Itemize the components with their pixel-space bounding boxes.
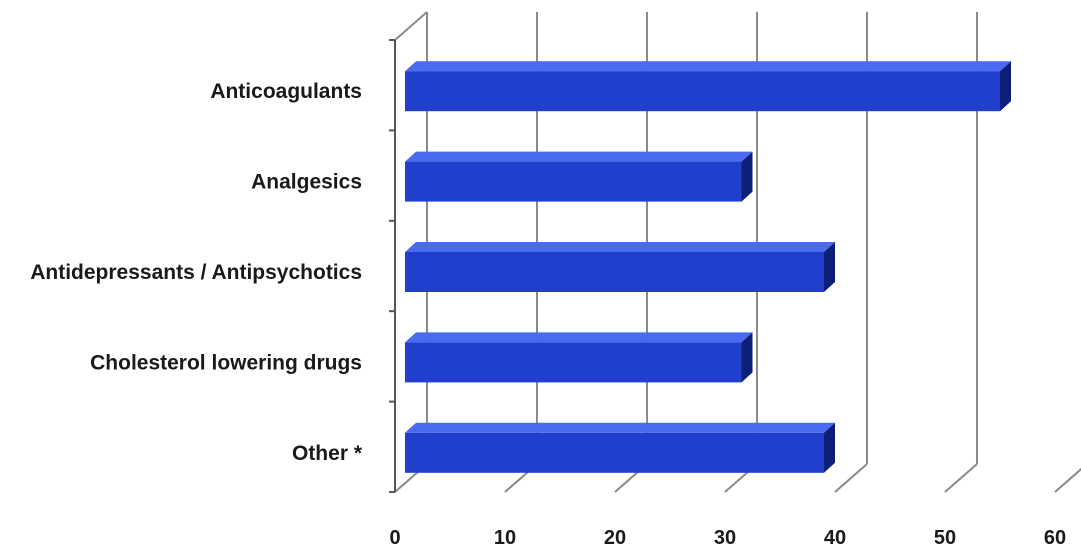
bar-front [405,432,824,473]
category-label: Cholesterol lowering drugs [90,351,362,374]
bar-front [405,252,824,292]
bar-front [405,161,742,202]
floor-line [1054,467,1081,493]
bar [405,242,835,292]
bar-side [824,422,835,473]
x-tick-labels: 0 10 20 30 40 50 60 [389,527,1066,549]
bar-top [405,242,835,252]
bars [405,61,1011,473]
x-tick-label: 60 [1044,527,1066,549]
bar-front [405,342,742,383]
category-labels: Anticoagulants Analgesics Antidepressants … [30,80,363,465]
bar-top [405,151,753,162]
x-tick-label: 10 [494,527,516,549]
bar-top [405,61,1011,72]
x-tick-label: 30 [714,527,736,549]
category-label: Antidepressants / Antipsychotics [30,261,362,284]
bar-side [824,242,835,292]
bar [405,332,753,383]
floor-line [834,463,868,493]
bar-side [741,151,753,202]
x-tick-label: 50 [934,527,956,549]
bar-side [741,332,753,383]
bar-top [405,422,835,433]
bar [405,422,835,473]
x-tick-label: 20 [604,527,626,549]
bar-front [405,71,1000,112]
bar [405,151,753,202]
category-label: Analgesics [251,171,362,194]
bar-top [405,332,753,343]
floor-line [944,463,978,493]
category-label: Other * [292,442,363,465]
bar [405,61,1011,112]
category-label: Anticoagulants [210,80,362,103]
x-tick-label: 0 [389,527,400,549]
x-tick-label: 40 [824,527,846,549]
bar-side [1000,61,1011,112]
top-left-edge [394,11,428,41]
